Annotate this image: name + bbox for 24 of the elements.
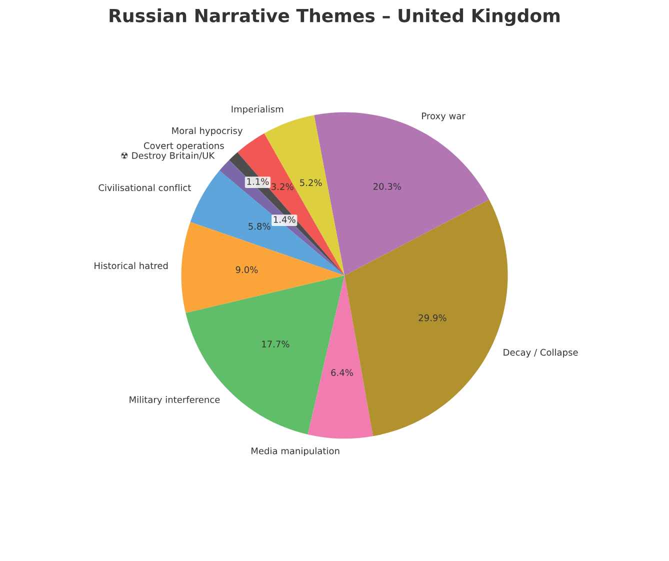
slice-label: Military interference (130, 396, 220, 405)
data-label: 1.1% (247, 178, 269, 185)
data-label: 20.3% (373, 183, 401, 190)
slice-label: Civilisational conflict (98, 184, 191, 192)
data-label: 29.9% (418, 314, 446, 322)
chart-title: Russian Narrative Themes – United Kingdom (110, 8, 560, 26)
slice-label: Covert operations (144, 142, 224, 151)
data-label: 1.4% (274, 216, 296, 223)
slice-label: Media manipulation (252, 447, 340, 456)
pie-slice (181, 222, 345, 313)
slice-label: Imperialism (232, 106, 284, 114)
slice-label: Historical hatred (94, 262, 168, 270)
data-label: 5.8% (248, 222, 270, 230)
data-label: 3.2% (272, 183, 294, 190)
slice-label: Decay / Collapse (504, 348, 578, 358)
data-label: 9.0% (236, 266, 258, 274)
pie-slice (308, 275, 373, 439)
pie-slice (190, 170, 345, 276)
slice-label: Moral hypocrisy (172, 127, 243, 136)
slice-label: ☢ Destroy Britain/UK (121, 152, 215, 161)
slice-label: Proxy war (422, 112, 466, 122)
data-label: 5.2% (300, 179, 322, 186)
data-label: 6.4% (331, 369, 353, 376)
data-label: 17.7% (262, 340, 290, 348)
